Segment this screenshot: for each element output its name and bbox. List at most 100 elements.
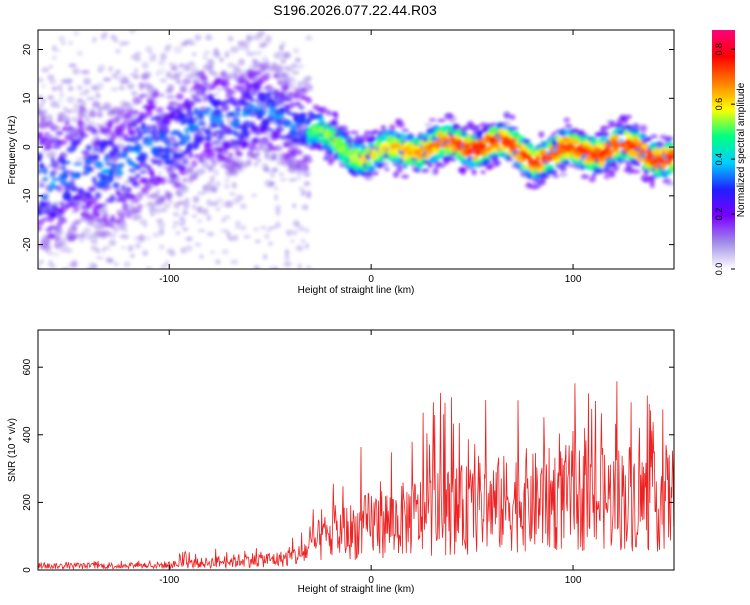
- spectrogram-cell: [198, 135, 205, 143]
- spectrogram-cell: [213, 71, 219, 78]
- spectrogram-cell: [206, 106, 212, 111]
- spectrogram-cell: [135, 173, 141, 179]
- spectrogram-cell: [134, 165, 141, 171]
- spectrogram-cell: [65, 282, 73, 289]
- spectrogram-cell: [48, 150, 57, 158]
- spectrogram-cell: [163, 202, 171, 209]
- spectrogram-cell: [157, 171, 163, 176]
- x-tick-label: 0: [368, 274, 374, 285]
- spectrogram-cell: [668, 164, 674, 173]
- spectrogram-cell: [40, 208, 47, 213]
- spectrogram-cell: [47, 95, 55, 101]
- spectrogram-cell: [298, 225, 305, 232]
- spectrogram-cell: [59, 242, 68, 250]
- spectrogram-cell: [275, 64, 284, 72]
- spectrogram-cell: [471, 168, 477, 176]
- spectrogram-cell: [108, 232, 117, 239]
- spectrogram-cell: [189, 60, 196, 69]
- spectrogram-cell: [431, 136, 438, 142]
- spectrogram-cell: [226, 232, 232, 238]
- spectrogram-cell: [256, 100, 263, 108]
- spectrogram-cell: [158, 244, 165, 250]
- spectrogram-cell: [538, 131, 545, 138]
- spectrogram-cell: [522, 138, 531, 145]
- spectrogram-cell: [451, 157, 457, 162]
- spectrogram-cell: [209, 175, 215, 182]
- spectrogram-cell: [62, 191, 72, 199]
- spectrogram-cell: [200, 169, 207, 174]
- spectrogram-cell: [392, 147, 400, 155]
- spectrogram-cell: [84, 160, 94, 165]
- spectrogram-cell: [130, 91, 138, 96]
- spectrogram-cell: [509, 126, 519, 131]
- spectrogram-cell: [66, 96, 76, 104]
- spectrogram-cell: [254, 239, 262, 244]
- spectrogram-cell: [482, 158, 491, 163]
- spectrogram-cell: [284, 248, 290, 256]
- spectrogram-cell: [162, 125, 169, 132]
- spectrogram-cell: [68, 78, 74, 82]
- spectrogram-cell: [60, 166, 67, 170]
- spectrogram-cell: [46, 281, 52, 289]
- spectrogram-cell: [109, 194, 116, 203]
- spectrogram-cell: [294, 101, 302, 107]
- spectrogram-cell: [197, 129, 203, 137]
- spectrogram-cell: [205, 134, 212, 142]
- spectrogram-cell: [95, 130, 101, 135]
- spectrogram-cell: [159, 207, 167, 213]
- spectrogram-cell: [209, 250, 216, 255]
- spectrogram-cell: [291, 136, 301, 141]
- spectrogram-cell: [88, 186, 97, 192]
- spectrogram-cell: [295, 64, 305, 69]
- spectrogram-cell: [229, 96, 236, 102]
- spectrogram-cell: [129, 30, 136, 34]
- spectrogram-cell: [113, 262, 119, 267]
- spectrogram-cell: [444, 149, 453, 154]
- spectrogram-cell: [248, 104, 257, 111]
- spectrogram-cell: [305, 97, 312, 104]
- spectrogram-cell: [76, 85, 83, 90]
- spectrogram-cell: [103, 245, 111, 250]
- spectrogram-cell: [448, 115, 457, 123]
- spectrogram-cell: [295, 244, 304, 252]
- spectrogram-cell: [177, 200, 187, 206]
- spectrogram-cell: [303, 181, 311, 187]
- spectrogram-cell: [552, 174, 560, 179]
- spectrogram-cell: [41, 84, 46, 88]
- spectrogram-cell: [165, 43, 172, 50]
- spectrogram-cell: [74, 171, 81, 179]
- spectrogram-cell: [235, 157, 241, 163]
- spectrogram-cell: [238, 58, 245, 66]
- spectrogram-cell: [475, 125, 481, 130]
- spectrogram-cell: [42, 286, 48, 290]
- spectrogram-cell: [207, 180, 215, 186]
- spectrogram-cell: [294, 58, 301, 63]
- spectrogram-cell: [645, 136, 652, 142]
- spectrogram-cell: [127, 245, 134, 252]
- spectrogram-cell: [603, 132, 611, 137]
- spectrogram-cell: [634, 161, 641, 167]
- chart-title: S196.2026.077.22.44.R03: [273, 2, 437, 18]
- spectrogram-cell: [251, 193, 258, 198]
- spectrogram-cell: [291, 78, 297, 86]
- spectrogram-cell: [120, 234, 130, 240]
- spectrogram-cell: [93, 147, 100, 153]
- spectrogram-cell: [261, 56, 269, 62]
- spectrogram-cell: [208, 146, 217, 152]
- spectrogram-cell: [235, 194, 244, 202]
- spectrogram-cell: [201, 81, 210, 85]
- spectrogram-cell: [202, 92, 208, 99]
- spectrogram-cell: [98, 149, 105, 154]
- spectrogram-cell: [215, 207, 221, 212]
- spectrogram-cell: [666, 180, 674, 186]
- spectrogram-cell: [113, 175, 122, 180]
- spectrogram-cell: [172, 141, 180, 148]
- spectrogram-cell: [38, 226, 43, 232]
- spectrogram-cell: [158, 93, 165, 98]
- spectrogram-cell: [77, 120, 86, 128]
- spectrogram-cell: [183, 201, 191, 209]
- spectrogram-cell: [92, 36, 97, 44]
- spectrogram-cell: [191, 204, 197, 210]
- snr-panel: -100 0 100 0 200 400 600 Height of straight l…: [7, 329, 675, 595]
